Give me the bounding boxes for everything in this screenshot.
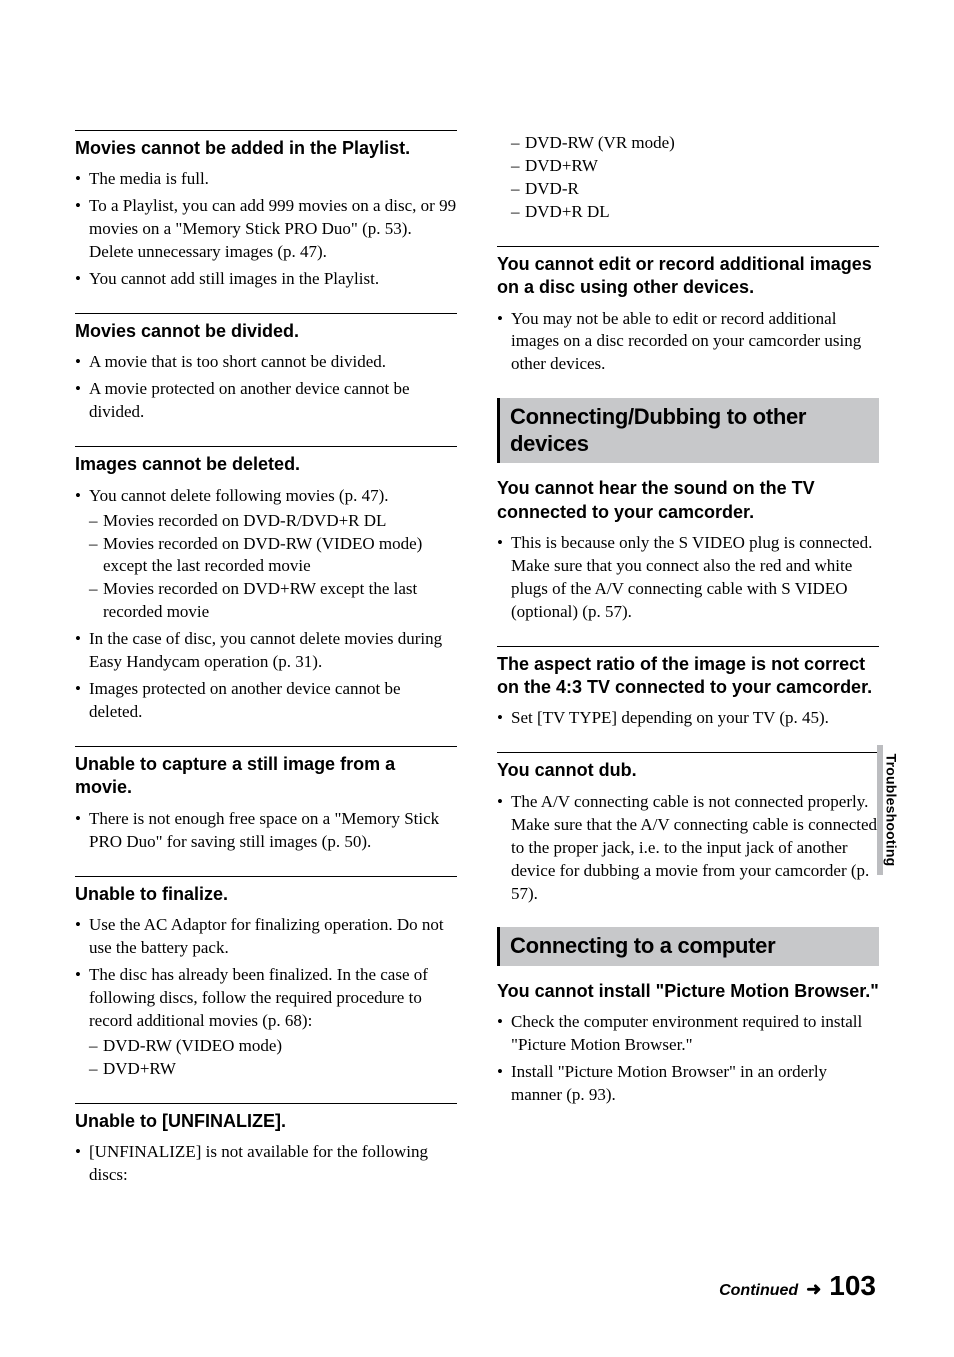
topic: You cannot install "Picture Motion Brows… (497, 980, 879, 1107)
side-tab-label: Troubleshooting (883, 754, 899, 867)
left-column: Movies cannot be added in the Playlist. … (75, 130, 457, 1209)
section-header: Connecting/Dubbing to other devices (497, 398, 879, 463)
topic-rule (497, 646, 879, 647)
bullet-item: You cannot add still images in the Playl… (75, 268, 457, 291)
bullet-list: You may not be able to edit or record ad… (497, 308, 879, 377)
topic: Movies cannot be added in the Playlist. … (75, 130, 457, 291)
side-tab: Troubleshooting (877, 745, 899, 875)
page-number: 103 (829, 1270, 876, 1302)
topic-title: You cannot dub. (497, 759, 879, 782)
bullet-list: Set [TV TYPE] depending on your TV (p. 4… (497, 707, 879, 730)
sub-item: DVD+RW (89, 1058, 457, 1081)
bullet-list: The media is full. To a Playlist, you ca… (75, 168, 457, 291)
section-header-text: Connecting to a computer (510, 933, 869, 959)
section-header-text: Connecting/Dubbing to other devices (510, 404, 869, 457)
bullet-list: Use the AC Adaptor for finalizing operat… (75, 914, 457, 1081)
topic: The aspect ratio of the image is not cor… (497, 646, 879, 731)
sub-item: DVD+R DL (511, 201, 879, 224)
bullet-item: The media is full. (75, 168, 457, 191)
topic: Unable to capture a still image from a m… (75, 746, 457, 854)
bullet-list: A movie that is too short cannot be divi… (75, 351, 457, 424)
topic-title: Images cannot be deleted. (75, 453, 457, 476)
bullet-text: The disc has already been finalized. In … (89, 965, 428, 1030)
sub-item: DVD+RW (511, 155, 879, 178)
sub-item: DVD-R (511, 178, 879, 201)
bullet-item: Check the computer environment required … (497, 1011, 879, 1057)
topic: Images cannot be deleted. You cannot del… (75, 446, 457, 724)
topic-title: You cannot install "Picture Motion Brows… (497, 980, 879, 1003)
bullet-item: A movie that is too short cannot be divi… (75, 351, 457, 374)
bullet-item: To a Playlist, you can add 999 movies on… (75, 195, 457, 264)
topic-title: Movies cannot be added in the Playlist. (75, 137, 457, 160)
content-columns: Movies cannot be added in the Playlist. … (75, 130, 879, 1209)
topic-rule (75, 746, 457, 747)
bullet-item: A movie protected on another device cann… (75, 378, 457, 424)
sub-item: Movies recorded on DVD-RW (VIDEO mode) e… (89, 533, 457, 579)
sub-item: DVD-RW (VR mode) (511, 132, 879, 155)
bullet-item: [UNFINALIZE] is not available for the fo… (75, 1141, 457, 1187)
right-column: DVD-RW (VR mode) DVD+RW DVD-R DVD+R DL Y… (497, 130, 879, 1209)
topic-rule (75, 876, 457, 877)
bullet-list: This is because only the S VIDEO plug is… (497, 532, 879, 624)
bullet-item: You cannot delete following movies (p. 4… (75, 485, 457, 625)
topic-title: The aspect ratio of the image is not cor… (497, 653, 879, 700)
topic-title: Unable to finalize. (75, 883, 457, 906)
topic-rule (75, 313, 457, 314)
bullet-text: You cannot delete following movies (p. 4… (89, 486, 389, 505)
topic-title: You cannot hear the sound on the TV conn… (497, 477, 879, 524)
bullet-item: The disc has already been finalized. In … (75, 964, 457, 1081)
topic: You cannot edit or record additional ima… (497, 246, 879, 377)
sub-item: Movies recorded on DVD+RW except the las… (89, 578, 457, 624)
bullet-list: There is not enough free space on a "Mem… (75, 808, 457, 854)
topic-rule (497, 752, 879, 753)
sub-item: Movies recorded on DVD-R/DVD+R DL (89, 510, 457, 533)
arrow-icon: ➜ (806, 1279, 821, 1300)
sub-list: DVD-RW (VIDEO mode) DVD+RW (89, 1035, 457, 1081)
page-footer: Continued ➜ 103 (719, 1270, 876, 1302)
section-header: Connecting to a computer (497, 927, 879, 965)
bullet-list: You cannot delete following movies (p. 4… (75, 485, 457, 724)
topic: Unable to [UNFINALIZE]. [UNFINALIZE] is … (75, 1103, 457, 1187)
sub-list: Movies recorded on DVD-R/DVD+R DL Movies… (89, 510, 457, 625)
bullet-list: [UNFINALIZE] is not available for the fo… (75, 1141, 457, 1187)
topic: You cannot hear the sound on the TV conn… (497, 477, 879, 624)
topic-rule (75, 1103, 457, 1104)
bullet-item: The A/V connecting cable is not connecte… (497, 791, 879, 906)
topic-rule (75, 130, 457, 131)
bullet-item: Images protected on another device canno… (75, 678, 457, 724)
bullet-list: Check the computer environment required … (497, 1011, 879, 1107)
bullet-item: There is not enough free space on a "Mem… (75, 808, 457, 854)
sub-item: DVD-RW (VIDEO mode) (89, 1035, 457, 1058)
bullet-item: Use the AC Adaptor for finalizing operat… (75, 914, 457, 960)
topic: You cannot dub. The A/V connecting cable… (497, 752, 879, 905)
bullet-item: You may not be able to edit or record ad… (497, 308, 879, 377)
continuation-list: DVD-RW (VR mode) DVD+RW DVD-R DVD+R DL (497, 132, 879, 224)
bullet-item: This is because only the S VIDEO plug is… (497, 532, 879, 624)
bullet-list: The A/V connecting cable is not connecte… (497, 791, 879, 906)
topic: Movies cannot be divided. A movie that i… (75, 313, 457, 424)
topic-rule (75, 446, 457, 447)
continued-label: Continued (719, 1282, 798, 1300)
topic-title: Movies cannot be divided. (75, 320, 457, 343)
topic: Unable to finalize. Use the AC Adaptor f… (75, 876, 457, 1081)
topic-title: Unable to [UNFINALIZE]. (75, 1110, 457, 1133)
bullet-item: Install "Picture Motion Browser" in an o… (497, 1061, 879, 1107)
topic-rule (497, 246, 879, 247)
topic-title: You cannot edit or record additional ima… (497, 253, 879, 300)
bullet-item: Set [TV TYPE] depending on your TV (p. 4… (497, 707, 879, 730)
topic-title: Unable to capture a still image from a m… (75, 753, 457, 800)
bullet-item: In the case of disc, you cannot delete m… (75, 628, 457, 674)
